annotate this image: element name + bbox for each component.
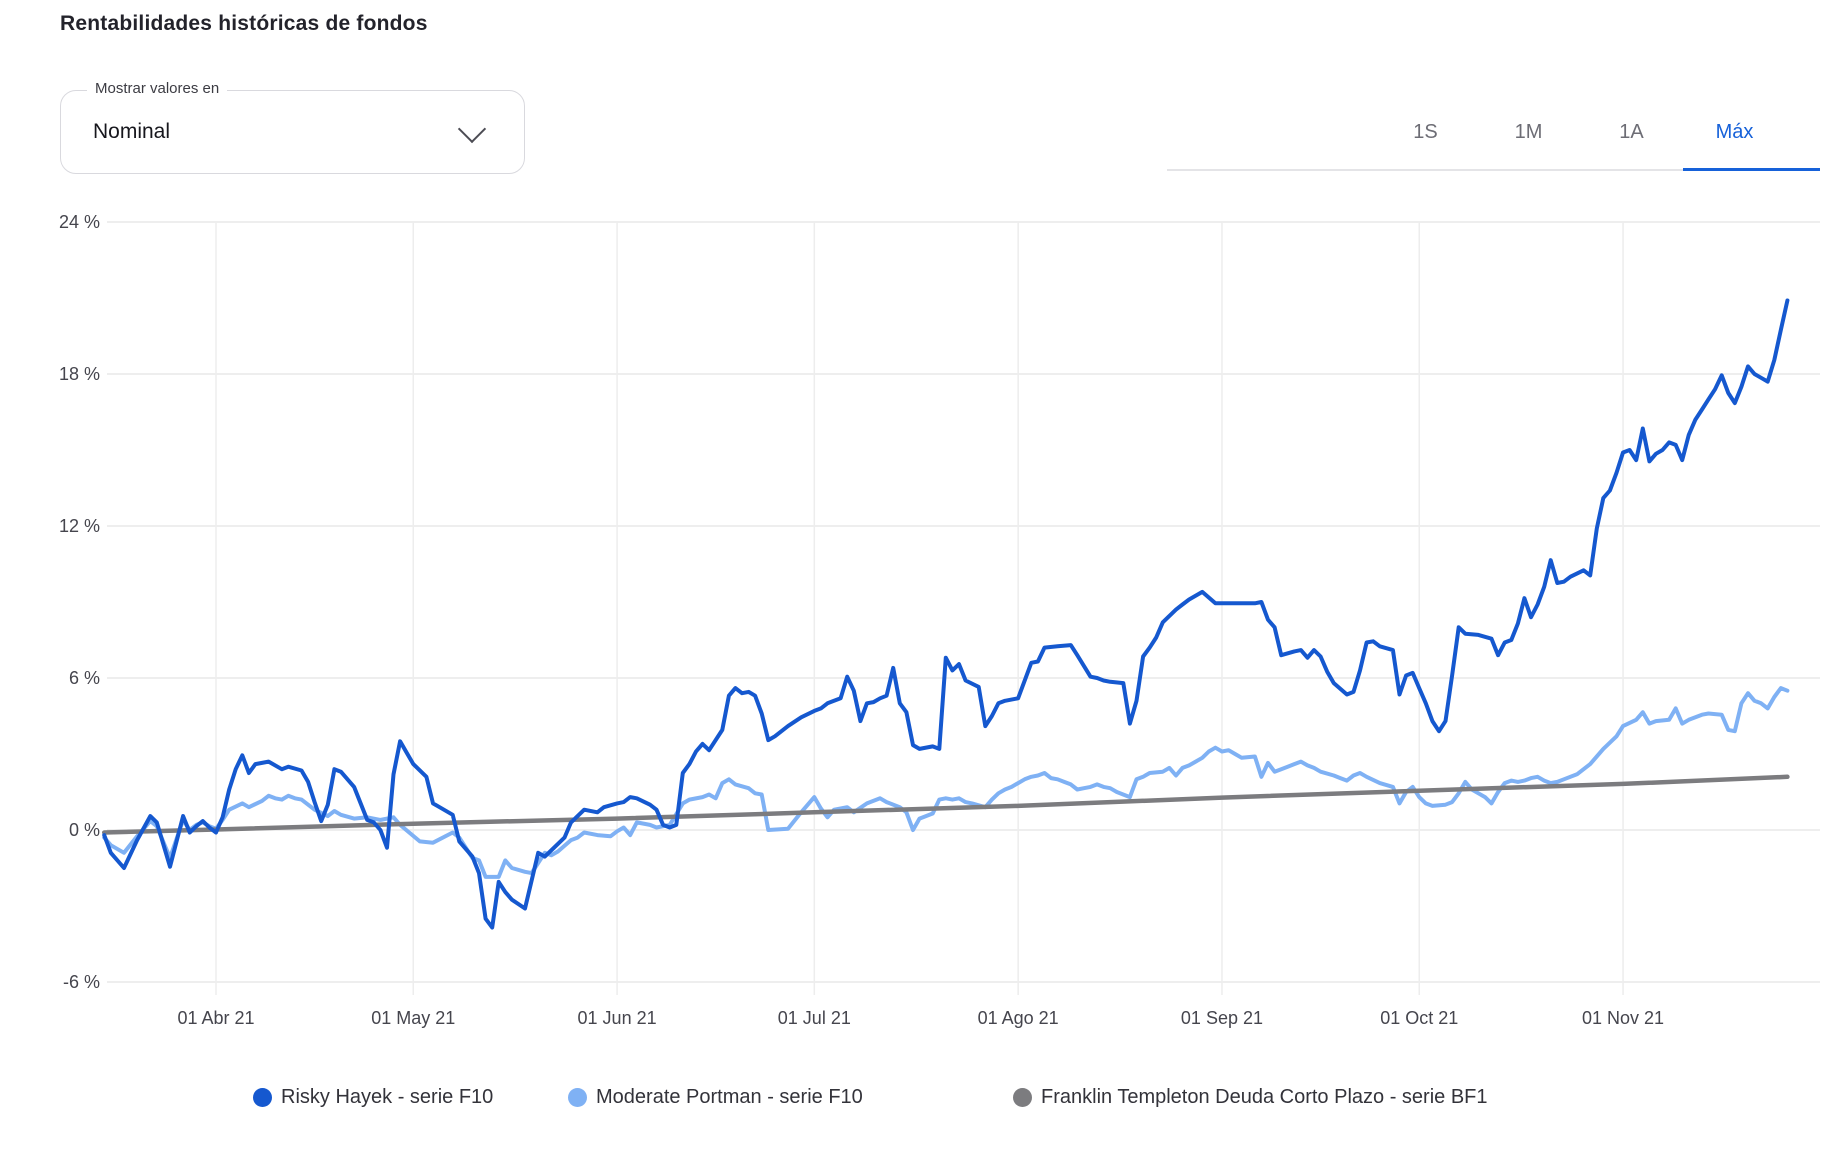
series-line-1 [102, 686, 1790, 879]
legend-dot-moderate-portman [568, 1088, 587, 1107]
legend-dot-franklin-templeton [1013, 1088, 1032, 1107]
x-axis-tick-label: 01 Sep 21 [1181, 1008, 1263, 1028]
y-axis-tick-label: 18 % [59, 364, 100, 384]
legend-label: Franklin Templeton Deuda Corto Plazo - s… [1041, 1086, 1488, 1108]
y-axis-tick-label: 0 % [69, 820, 100, 840]
time-range-tabs: 1S 1M 1A Máx [1167, 94, 1820, 171]
tab-1m[interactable]: 1M [1514, 121, 1543, 143]
y-axis-tick-label: 6 % [69, 668, 100, 688]
legend-label: Risky Hayek - serie F10 [281, 1086, 494, 1108]
series-line-0 [102, 298, 1790, 930]
y-axis-tick-label: -6 % [63, 972, 100, 992]
select-label: Mostrar valores en [87, 80, 228, 97]
y-axis-tick-label: 12 % [59, 516, 100, 536]
x-axis-tick-label: 01 Jun 21 [578, 1008, 657, 1028]
legend-label: Moderate Portman - serie F10 [596, 1086, 863, 1108]
x-axis-tick-label: 01 Abr 21 [177, 1008, 254, 1028]
legend-item-risky-hayek[interactable]: Risky Hayek - serie F10 [253, 1086, 493, 1109]
x-axis-tick-label: 01 Oct 21 [1380, 1008, 1458, 1028]
page-title: Rentabilidades históricas de fondos [60, 12, 428, 35]
series-line-2 [101, 774, 1790, 835]
tab-1a[interactable]: 1A [1619, 121, 1644, 143]
x-axis-tick-label: 01 Ago 21 [978, 1008, 1059, 1028]
x-axis-tick-label: 01 May 21 [371, 1008, 455, 1028]
legend-item-franklin-templeton[interactable]: Franklin Templeton Deuda Corto Plazo - s… [1013, 1086, 1488, 1109]
legend-dot-risky-hayek [253, 1088, 272, 1107]
y-axis-tick-label: 24 % [59, 212, 100, 232]
legend-item-moderate-portman[interactable]: Moderate Portman - serie F10 [568, 1086, 863, 1109]
x-axis-tick-label: 01 Jul 21 [778, 1008, 851, 1028]
tab-max[interactable]: Máx [1683, 94, 1820, 171]
tab-1s[interactable]: 1S [1413, 121, 1438, 143]
select-value: Nominal [93, 120, 171, 143]
show-values-select[interactable]: Mostrar valores en Nominal [60, 80, 525, 174]
x-axis-tick-label: 01 Nov 21 [1582, 1008, 1664, 1028]
